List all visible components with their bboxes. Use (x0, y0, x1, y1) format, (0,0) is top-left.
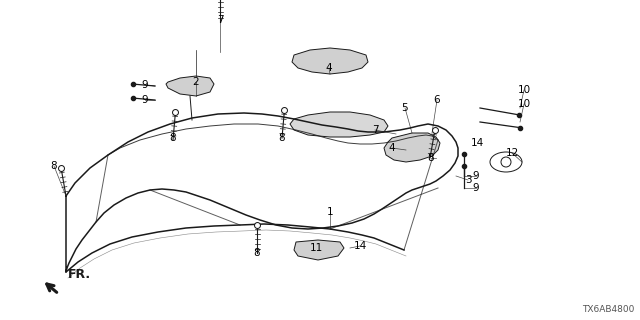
Text: FR.: FR. (68, 268, 91, 281)
Text: 2: 2 (193, 77, 199, 87)
Polygon shape (384, 133, 440, 162)
Text: 14: 14 (353, 241, 367, 251)
Text: 10: 10 (517, 99, 531, 109)
Text: 3: 3 (465, 175, 471, 185)
Text: 11: 11 (309, 243, 323, 253)
Text: 6: 6 (434, 95, 440, 105)
Text: 1: 1 (326, 207, 333, 217)
Polygon shape (292, 48, 368, 74)
Text: 9: 9 (473, 183, 479, 193)
Text: 4: 4 (388, 143, 396, 153)
Text: 8: 8 (428, 153, 435, 163)
Text: 9: 9 (473, 171, 479, 181)
Text: 12: 12 (506, 148, 518, 158)
Text: 14: 14 (470, 138, 484, 148)
Text: 9: 9 (141, 95, 148, 105)
Text: 8: 8 (51, 161, 58, 171)
Polygon shape (166, 76, 214, 96)
Text: 8: 8 (278, 133, 285, 143)
Text: 7: 7 (372, 125, 378, 135)
Text: TX6AB4800: TX6AB4800 (582, 305, 634, 314)
Polygon shape (290, 112, 388, 137)
Text: 5: 5 (402, 103, 408, 113)
Polygon shape (294, 240, 344, 260)
Text: 8: 8 (253, 248, 260, 258)
Text: 9: 9 (141, 80, 148, 90)
Text: 10: 10 (517, 85, 531, 95)
Text: 8: 8 (170, 133, 176, 143)
Text: 4: 4 (326, 63, 332, 73)
Text: 7: 7 (217, 15, 223, 25)
